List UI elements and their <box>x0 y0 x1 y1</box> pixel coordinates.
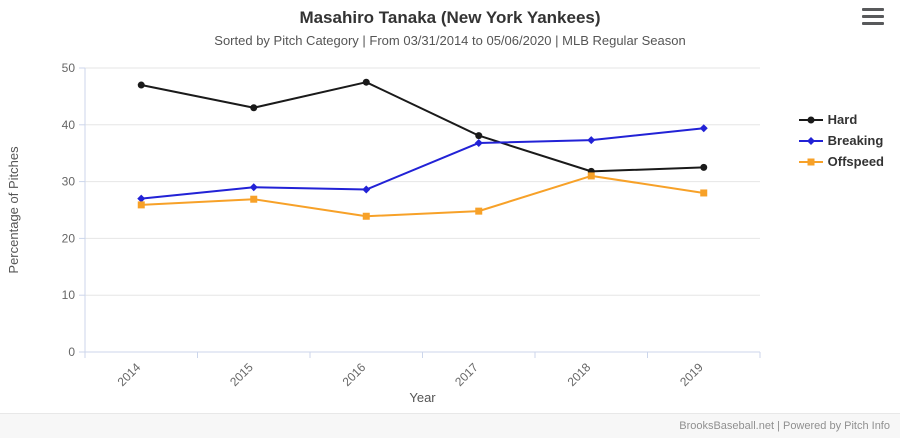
series-line-hard <box>141 81 704 173</box>
data-point[interactable] <box>699 124 708 133</box>
hamburger-bar <box>862 8 884 11</box>
diamond-legend-icon <box>798 136 823 145</box>
data-point[interactable] <box>137 201 145 209</box>
chart-subtitle: Sorted by Pitch Category | From 03/31/20… <box>214 33 686 48</box>
legend-label: Breaking <box>827 133 884 148</box>
y-tick-label: 50 <box>62 61 76 75</box>
data-point[interactable] <box>362 212 370 220</box>
hamburger-bar <box>862 15 884 18</box>
data-point[interactable] <box>587 136 596 145</box>
y-tick-label: 0 <box>68 345 75 359</box>
legend-item-breaking[interactable]: Breaking <box>798 133 884 148</box>
page-title: Masahiro Tanaka (New York Yankees) <box>299 8 601 27</box>
circle-legend-icon <box>798 116 823 123</box>
y-axis-title: Percentage of Pitches <box>6 146 21 274</box>
data-point[interactable] <box>249 183 258 192</box>
data-point[interactable] <box>474 138 483 147</box>
legend-marker-shape <box>806 136 815 145</box>
y-tick-label: 20 <box>62 231 76 245</box>
footer-bar: BrooksBaseball.net | Powered by Pitch In… <box>0 413 900 438</box>
data-point[interactable] <box>362 78 370 86</box>
x-tick-label: 2018 <box>565 360 594 389</box>
data-point[interactable] <box>137 81 145 89</box>
attribution-link[interactable]: BrooksBaseball.net | Powered by Pitch In… <box>679 420 890 432</box>
legend-label: Hard <box>827 112 858 127</box>
data-point[interactable] <box>250 104 258 112</box>
x-axis-title: Year <box>409 390 436 405</box>
series-line-offspeed <box>141 174 704 218</box>
chart-area: 0 10 20 30 40 50 2014 2015 2016 2017 2018 2019 Year P… <box>0 52 900 410</box>
x-tick-label: 2019 <box>677 360 706 389</box>
hamburger-menu-icon[interactable] <box>862 8 884 25</box>
y-tick-label: 30 <box>62 175 76 189</box>
x-tick-label: 2016 <box>340 360 369 389</box>
x-tick-label: 2017 <box>452 360 481 389</box>
data-point[interactable] <box>137 194 146 203</box>
x-tick-label: 2015 <box>227 360 256 389</box>
legend-marker-shape <box>807 116 815 123</box>
data-point[interactable] <box>700 189 708 197</box>
legend-marker-shape <box>807 158 815 165</box>
hamburger-bar <box>862 22 884 25</box>
legend-item-offspeed[interactable]: Offspeed <box>798 154 884 169</box>
y-tick-label: 40 <box>62 118 76 132</box>
x-tick-label: 2014 <box>115 360 144 389</box>
pitch-percentage-line-chart: 0 10 20 30 40 50 2014 2015 2016 2017 2018 2019 Year P… <box>6 61 761 405</box>
legend-item-hard[interactable]: Hard <box>798 112 884 127</box>
chart-legend: Hard Breaking Offspeed <box>798 112 884 169</box>
data-point[interactable] <box>362 185 371 194</box>
legend-label: Offspeed <box>827 154 884 169</box>
y-tick-label: 10 <box>62 288 76 302</box>
square-legend-icon <box>798 158 823 165</box>
data-point[interactable] <box>587 172 595 180</box>
data-point[interactable] <box>475 207 483 215</box>
chart-header: Masahiro Tanaka (New York Yankees) <box>0 0 900 30</box>
data-point[interactable] <box>250 195 258 203</box>
data-point[interactable] <box>475 132 483 140</box>
series-line-breaking <box>141 127 704 200</box>
data-point[interactable] <box>700 163 708 171</box>
